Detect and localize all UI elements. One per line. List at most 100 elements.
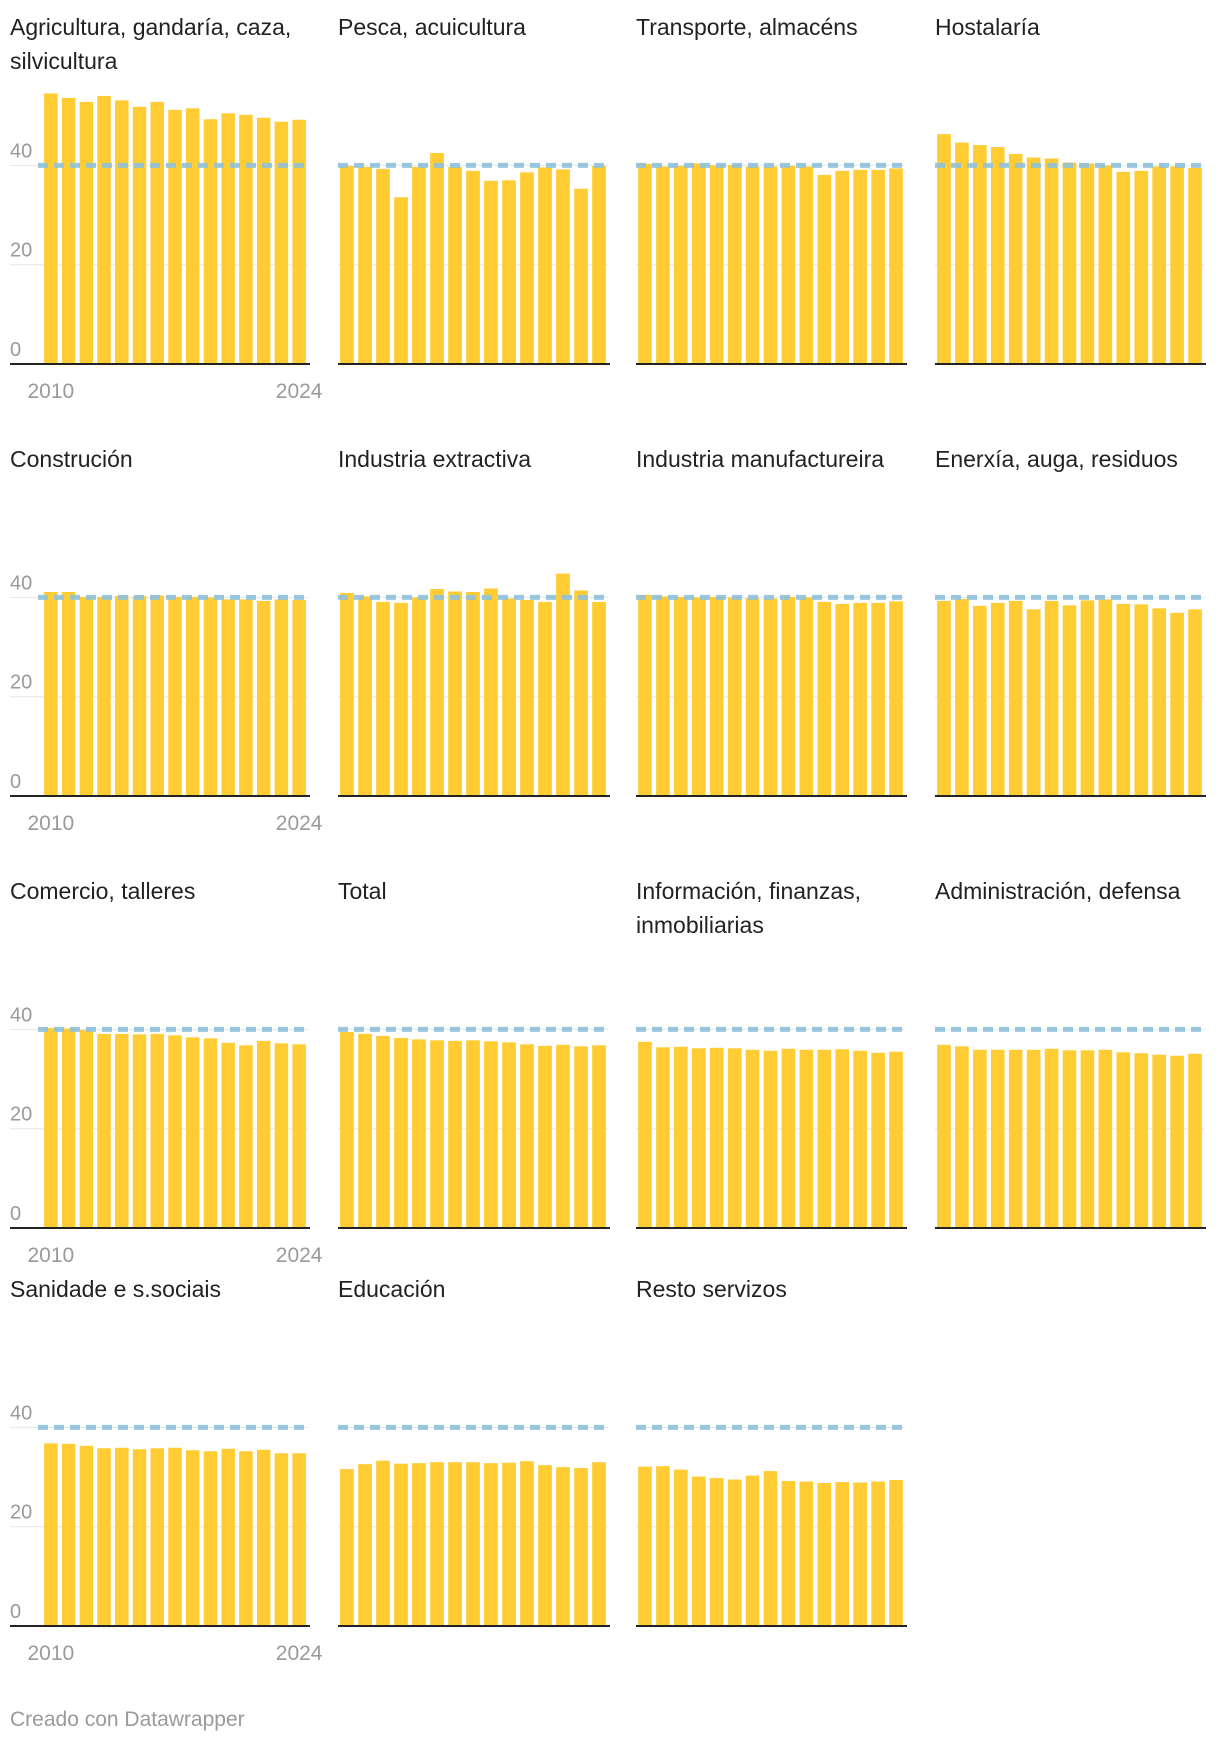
panel-plot: 0 20 40 2010 2024 bbox=[10, 93, 323, 403]
bar bbox=[871, 1481, 885, 1626]
bar bbox=[656, 1466, 670, 1626]
bar bbox=[1008, 154, 1023, 364]
x-tick-label: 2024 bbox=[276, 380, 323, 403]
bar bbox=[502, 1462, 516, 1626]
bar bbox=[835, 1482, 850, 1626]
bar bbox=[203, 119, 218, 364]
bar bbox=[538, 1045, 552, 1228]
bar bbox=[691, 163, 706, 364]
bar bbox=[835, 170, 850, 364]
panel-title: Construción bbox=[10, 446, 133, 472]
bar bbox=[955, 142, 969, 364]
panel-plot bbox=[935, 594, 1206, 797]
chart-panel: Administración, defensa bbox=[0, 864, 1220, 1284]
panel-title: Pesca, acuicultura bbox=[338, 14, 526, 40]
panel-title: Comercio, talleres bbox=[10, 878, 196, 904]
bar bbox=[520, 1044, 534, 1228]
panel-title: Agricultura, gandaría, caza, silvicultur… bbox=[10, 14, 292, 74]
bar bbox=[466, 170, 480, 364]
bar bbox=[239, 1045, 253, 1228]
bar bbox=[115, 1033, 129, 1228]
panel-title: Enerxía, auga, residuos bbox=[935, 446, 1178, 472]
bar bbox=[973, 605, 987, 796]
bar bbox=[185, 108, 200, 364]
bar bbox=[340, 1031, 354, 1228]
bar bbox=[1098, 165, 1113, 364]
bar bbox=[889, 168, 903, 364]
bar bbox=[394, 197, 408, 364]
bar bbox=[150, 595, 165, 796]
bar bbox=[889, 1051, 903, 1228]
bar bbox=[185, 1037, 200, 1228]
bar bbox=[203, 1451, 218, 1626]
y-tick-label: 20 bbox=[10, 1502, 32, 1524]
chart-panel: Construción 0 20 40 2010 2024 bbox=[0, 432, 1220, 852]
bar bbox=[150, 1033, 165, 1228]
x-tick-label: 2010 bbox=[28, 380, 75, 403]
bar bbox=[853, 169, 867, 364]
bar bbox=[520, 599, 534, 796]
x-tick-label: 2024 bbox=[276, 1244, 323, 1267]
bar bbox=[817, 1483, 832, 1626]
bar bbox=[638, 1466, 652, 1626]
bar bbox=[937, 600, 951, 796]
bar bbox=[1116, 1052, 1131, 1228]
y-tick-label: 0 bbox=[10, 339, 21, 361]
bar bbox=[448, 591, 462, 796]
chart-panel: Pesca, acuicultura bbox=[0, 0, 1220, 420]
bar bbox=[990, 1049, 1005, 1228]
bar bbox=[1026, 157, 1041, 364]
bar bbox=[448, 1040, 462, 1228]
bar bbox=[44, 591, 58, 796]
y-tick-label: 40 bbox=[10, 572, 32, 594]
bar bbox=[394, 1037, 408, 1228]
chart-panel: Transporte, almacéns bbox=[0, 0, 1220, 420]
bar bbox=[502, 598, 516, 796]
panel-title: Administración, defensa bbox=[935, 878, 1181, 904]
bar bbox=[292, 599, 306, 796]
panel-plot bbox=[636, 594, 907, 797]
panel-plot: 0 20 40 2010 2024 bbox=[10, 1004, 323, 1267]
bar bbox=[376, 1460, 390, 1626]
bar bbox=[520, 172, 534, 364]
x-tick-label: 2024 bbox=[276, 1642, 323, 1665]
bar bbox=[1080, 163, 1095, 364]
bar bbox=[484, 180, 498, 364]
bar bbox=[274, 121, 289, 364]
panel-plot bbox=[636, 162, 907, 365]
chart-panel: Educación bbox=[0, 1262, 1220, 1682]
y-tick-label: 40 bbox=[10, 140, 32, 162]
bar bbox=[132, 1449, 147, 1626]
bar bbox=[781, 165, 796, 364]
bar bbox=[709, 596, 724, 796]
x-tick-label: 2010 bbox=[28, 1244, 75, 1267]
bar bbox=[1116, 603, 1131, 796]
bar bbox=[955, 598, 969, 796]
chart-panel: Industria extractiva bbox=[0, 432, 1220, 852]
bar bbox=[889, 1480, 903, 1626]
panel-title: Información, finanzas, inmobiliarias bbox=[636, 878, 862, 938]
bar bbox=[1170, 166, 1184, 364]
panel-plot bbox=[935, 1026, 1206, 1229]
bar bbox=[799, 1049, 814, 1228]
bar bbox=[871, 169, 885, 364]
bar bbox=[412, 166, 426, 364]
bar bbox=[556, 1467, 570, 1626]
bar bbox=[1134, 604, 1149, 796]
bar bbox=[502, 180, 516, 364]
bar bbox=[484, 1041, 498, 1228]
y-tick-label: 0 bbox=[10, 1203, 21, 1225]
bar bbox=[1026, 1049, 1041, 1228]
bar bbox=[256, 117, 271, 365]
bar bbox=[574, 1046, 588, 1228]
bar bbox=[781, 1481, 796, 1626]
panel-title: Resto servizos bbox=[636, 1276, 787, 1302]
bar bbox=[412, 597, 426, 796]
bar bbox=[745, 597, 760, 796]
bar bbox=[44, 1027, 58, 1228]
panel-title: Sanidade e s.sociais bbox=[10, 1276, 221, 1302]
bar bbox=[1062, 162, 1077, 364]
chart-panel: Total bbox=[0, 864, 1220, 1284]
bar bbox=[763, 1050, 778, 1228]
bar bbox=[745, 1049, 760, 1228]
